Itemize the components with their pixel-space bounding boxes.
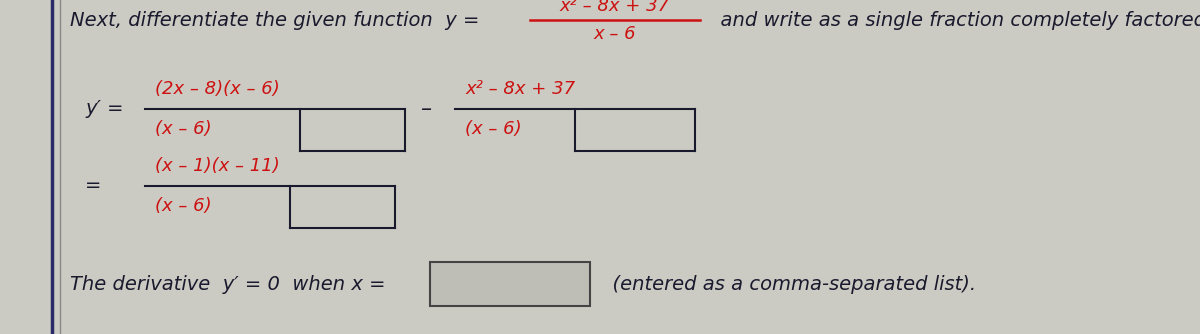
Text: x – 6: x – 6 [594,25,636,43]
Bar [430,262,590,306]
Text: (x – 6): (x – 6) [466,120,522,138]
Text: x² – 8x + 37: x² – 8x + 37 [466,80,575,98]
Text: and write as a single fraction completely factored.: and write as a single fraction completel… [708,10,1200,29]
Text: (entered as a comma-separated list).: (entered as a comma-separated list). [600,275,976,294]
Text: (2x – 8)(x – 6): (2x – 8)(x – 6) [155,80,280,98]
Text: x² – 8x + 37: x² – 8x + 37 [560,0,670,15]
Text: y′ =: y′ = [85,100,124,119]
Text: Next, differentiate the given function  y =: Next, differentiate the given function y… [70,10,486,29]
Text: –: – [420,99,431,119]
Text: =: = [85,176,101,195]
Text: The derivative  y′ = 0  when x =: The derivative y′ = 0 when x = [70,275,385,294]
Text: (x – 6): (x – 6) [155,197,211,215]
Text: (x – 6): (x – 6) [155,120,211,138]
Text: (x – 1)(x – 11): (x – 1)(x – 11) [155,157,280,175]
